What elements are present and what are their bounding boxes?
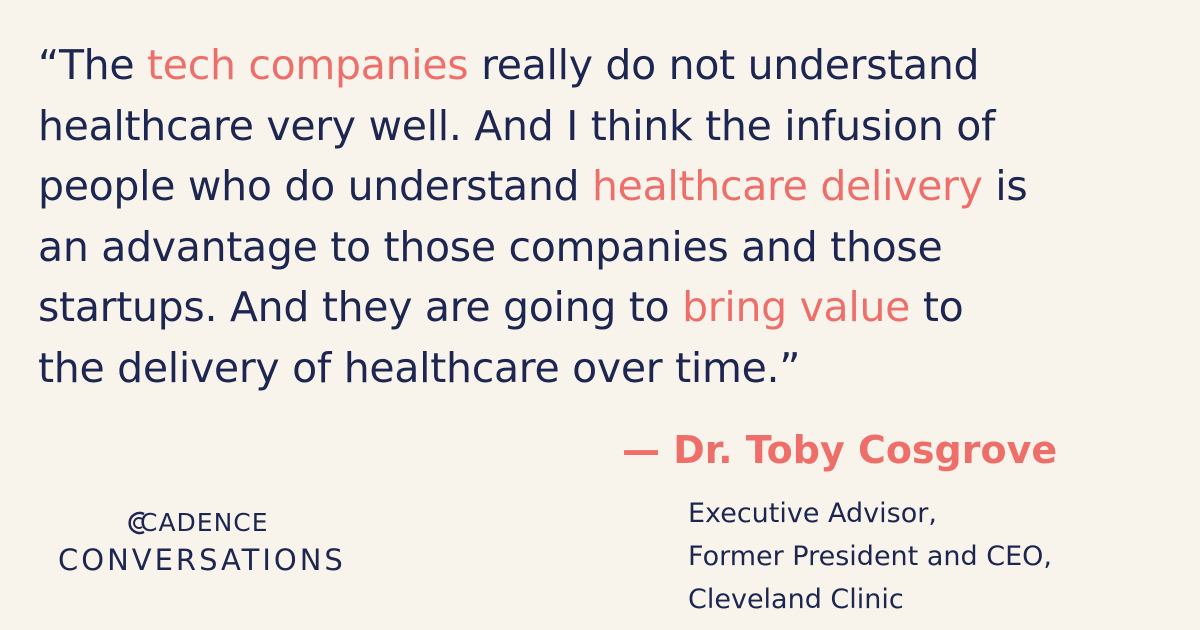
quote-text: startups. And they are going to bbox=[38, 283, 683, 331]
quote-line: healthcare very well. And I think the in… bbox=[38, 101, 995, 151]
quote-line: the delivery of healthcare over time.” bbox=[38, 343, 800, 393]
quote-line: people who do understand healthcare deli… bbox=[38, 161, 1028, 211]
quote-highlight: healthcare delivery bbox=[591, 162, 983, 210]
quote-text: people who do understand bbox=[38, 162, 592, 210]
quote-text: really do not understand bbox=[468, 41, 980, 89]
quote-text: is bbox=[982, 162, 1028, 210]
quote-line: an advantage to those companies and thos… bbox=[38, 222, 943, 272]
attribution-role: Cleveland Clinic bbox=[688, 584, 904, 615]
attribution-name: — Dr. Toby Cosgrove bbox=[622, 428, 1058, 472]
quote-line: startups. And they are going to bring va… bbox=[38, 282, 964, 332]
quote-line: “The tech companies really do not unders… bbox=[38, 40, 980, 90]
quote-text: healthcare very well. And I think the in… bbox=[38, 101, 996, 150]
quote-text: the delivery of healthcare over time.” bbox=[38, 343, 801, 392]
logo-series: CONVERSATIONS bbox=[58, 543, 346, 577]
attribution-role: Executive Advisor, bbox=[688, 498, 937, 529]
quote-text: “The bbox=[38, 41, 148, 89]
logo-brand: CADENCE bbox=[140, 508, 269, 537]
quote-text: an advantage to those companies and thos… bbox=[38, 222, 943, 271]
quote-highlight: bring value bbox=[682, 283, 911, 331]
logo-icon bbox=[128, 511, 145, 535]
attribution-role: Former President and CEO, bbox=[688, 541, 1052, 572]
quote-text: to bbox=[910, 283, 964, 331]
quote-highlight: tech companies bbox=[147, 41, 469, 89]
